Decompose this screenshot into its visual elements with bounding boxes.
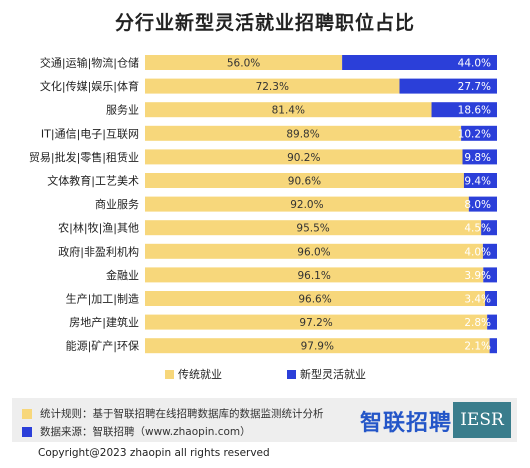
note-rule-text: 统计规则：基于智联招聘在线招聘数据库的数据监测统计分析 — [40, 408, 324, 420]
bar-flexible — [342, 55, 497, 70]
category-label: 文化|传媒|娱乐|体育 — [40, 79, 139, 93]
bar-flexible — [431, 102, 497, 118]
category-label: 农|林|牧|渔|其他 — [58, 221, 139, 235]
data-label: 96.0% — [297, 246, 330, 258]
data-label: 90.6% — [288, 176, 321, 188]
category-label: 贸易|批发|零售|租赁业 — [29, 150, 139, 164]
iesr-logo: IESR — [453, 402, 511, 438]
bar-traditional — [145, 291, 486, 306]
data-label: 9.8% — [464, 152, 491, 164]
zhaopin-logo: 智联招聘 — [360, 411, 453, 436]
data-label: 2.1% — [464, 341, 491, 353]
data-label: 4.5% — [464, 223, 491, 235]
bar-flexible — [487, 314, 497, 330]
data-label: 72.3% — [256, 81, 289, 93]
category-label: 生产|加工|制造 — [66, 292, 139, 306]
category-label: 交通|运输|物流|仓储 — [40, 56, 139, 70]
bar-traditional — [145, 173, 464, 188]
data-label: 27.7% — [458, 81, 491, 93]
data-label: 8.0% — [464, 199, 491, 211]
data-label: 97.9% — [301, 341, 334, 353]
note-source-text: 数据来源：智联招聘（www.zhaopin.com） — [40, 426, 251, 438]
data-label: 81.4% — [272, 105, 305, 117]
data-label: 3.4% — [464, 294, 491, 306]
data-label: 90.2% — [287, 152, 320, 164]
category-label: 政府|非盈利机构 — [58, 244, 139, 258]
bar-traditional — [145, 55, 343, 70]
note-source: 数据来源：智联招聘（www.zhaopin.com） — [22, 424, 251, 439]
category-label: 能源|矿产|环保 — [66, 339, 139, 353]
category-label: 商业服务 — [95, 197, 139, 211]
bar-flexible — [483, 267, 497, 283]
data-label: 4.0% — [464, 246, 491, 258]
bar-traditional — [145, 267, 484, 283]
copyright-text: Copyright@2023 zhaopin all rights reserv… — [38, 447, 270, 459]
note-rule-square — [22, 408, 32, 419]
category-label: 金融业 — [106, 268, 139, 282]
note-rule: 统计规则：基于智联招聘在线招聘数据库的数据监测统计分析 — [22, 406, 324, 421]
data-label: 2.8% — [464, 317, 491, 329]
legend-swatch-traditional — [165, 370, 174, 379]
bar-flexible — [482, 243, 497, 259]
bar-flexible — [481, 220, 497, 236]
data-label: 3.9% — [464, 270, 491, 282]
data-label: 96.6% — [298, 294, 331, 306]
bar-flexible — [489, 338, 497, 354]
category-label: 房地产|建筑业 — [69, 315, 139, 329]
data-label: 96.1% — [297, 270, 330, 282]
bar-traditional — [145, 102, 432, 118]
bar-flexible — [461, 125, 497, 141]
category-label: 服务业 — [106, 104, 139, 117]
data-label: 10.2% — [458, 128, 491, 140]
data-label: 97.2% — [299, 317, 332, 329]
bar-flexible — [485, 291, 497, 306]
data-label: 95.5% — [296, 223, 329, 235]
bar-traditional — [145, 78, 400, 94]
category-label: 文体教育|工艺美术 — [47, 174, 139, 188]
bar-traditional — [145, 196, 469, 212]
bar-flexible — [463, 173, 497, 188]
data-label: 92.0% — [290, 199, 323, 211]
data-label: 44.0% — [458, 58, 491, 70]
legend-label: 传统就业 — [178, 367, 222, 381]
bar-traditional — [145, 149, 463, 165]
bar-traditional — [145, 338, 490, 354]
footer-notes: 统计规则：基于智联招聘在线招聘数据库的数据监测统计分析 数据来源：智联招聘（ww… — [12, 398, 517, 442]
bar-flexible — [468, 196, 497, 212]
note-source-square — [22, 426, 32, 437]
chart-title: 分行业新型灵活就业招聘职位占比 — [114, 12, 415, 34]
category-label: IT|通信|电子|互联网 — [41, 127, 139, 140]
bar-flexible — [399, 78, 497, 94]
data-label: 9.4% — [464, 176, 491, 188]
bar-flexible — [462, 149, 497, 165]
legend-label: 新型灵活就业 — [300, 367, 366, 381]
data-label: 89.8% — [286, 128, 319, 140]
bar-traditional — [145, 314, 488, 330]
bar-traditional — [145, 220, 482, 236]
legend-swatch-flexible — [287, 370, 296, 379]
stacked-bar-chart: 交通|运输|物流|仓储 56.0% 44.0% 文化|传媒|娱乐|体育 72.3% 27.… — [29, 55, 497, 381]
data-label: 56.0% — [227, 58, 260, 70]
bar-traditional — [145, 243, 483, 259]
data-label: 18.6% — [458, 105, 491, 117]
bar-traditional — [145, 125, 462, 141]
